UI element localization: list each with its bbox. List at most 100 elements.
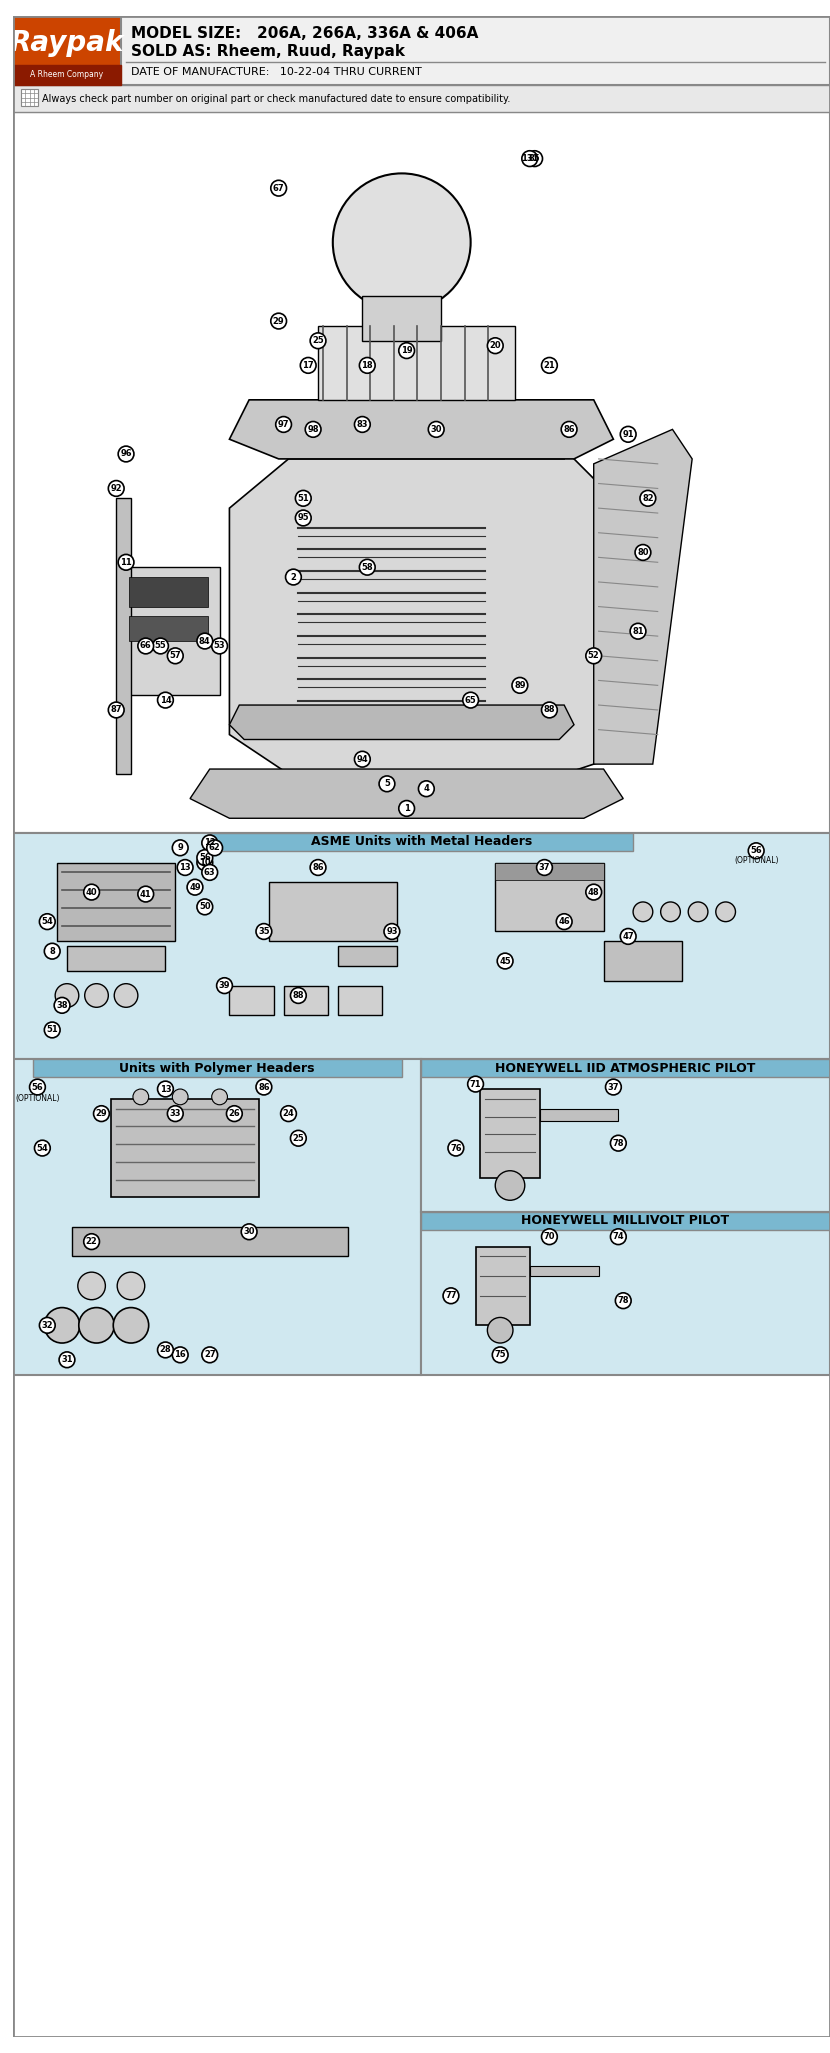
- Circle shape: [300, 357, 316, 374]
- Text: 67: 67: [273, 183, 285, 193]
- Bar: [116, 499, 131, 774]
- Circle shape: [178, 860, 193, 875]
- Text: 30: 30: [243, 1228, 255, 1236]
- Text: 92: 92: [110, 485, 122, 493]
- Text: 97: 97: [278, 421, 290, 429]
- Text: 4: 4: [423, 784, 429, 792]
- Circle shape: [207, 840, 222, 856]
- Circle shape: [212, 1088, 227, 1105]
- Polygon shape: [593, 429, 692, 764]
- Text: 88: 88: [544, 706, 555, 714]
- Text: 93: 93: [386, 928, 398, 936]
- Bar: [318, 326, 515, 400]
- Circle shape: [497, 953, 513, 969]
- Text: 9: 9: [178, 844, 183, 852]
- Text: 75: 75: [495, 1351, 506, 1359]
- Bar: [363, 296, 441, 341]
- Circle shape: [35, 1139, 51, 1156]
- Circle shape: [467, 1076, 483, 1092]
- Circle shape: [138, 638, 154, 653]
- Bar: [496, 862, 603, 881]
- Bar: [12, 834, 830, 1059]
- Polygon shape: [190, 770, 623, 819]
- Text: 26: 26: [228, 1109, 240, 1119]
- Bar: [32, 1059, 402, 1078]
- Text: 21: 21: [544, 361, 555, 370]
- Bar: [121, 16, 830, 84]
- Circle shape: [541, 1230, 557, 1244]
- Circle shape: [153, 638, 168, 653]
- Circle shape: [661, 901, 681, 922]
- Circle shape: [359, 558, 375, 575]
- Text: 78: 78: [613, 1139, 624, 1148]
- Circle shape: [561, 421, 577, 437]
- Text: 27: 27: [204, 1351, 216, 1359]
- Circle shape: [620, 928, 636, 944]
- Text: 38: 38: [56, 1000, 68, 1010]
- Text: 11: 11: [120, 558, 132, 567]
- Text: 25: 25: [312, 337, 324, 345]
- Circle shape: [586, 885, 602, 899]
- Text: 86: 86: [312, 862, 324, 873]
- Bar: [12, 84, 830, 113]
- Text: 55: 55: [154, 641, 166, 651]
- Text: 41: 41: [140, 889, 152, 899]
- Bar: [129, 616, 208, 641]
- Text: 5: 5: [384, 780, 390, 788]
- Text: 17: 17: [302, 361, 314, 370]
- Text: 45: 45: [499, 957, 511, 965]
- Circle shape: [527, 150, 543, 166]
- Text: 25: 25: [292, 1133, 305, 1144]
- Circle shape: [487, 1318, 513, 1343]
- Circle shape: [212, 638, 227, 653]
- Bar: [129, 577, 208, 606]
- Text: 94: 94: [357, 756, 369, 764]
- Bar: [210, 834, 633, 850]
- Circle shape: [354, 751, 370, 768]
- Circle shape: [197, 850, 212, 866]
- Text: 66: 66: [140, 641, 152, 651]
- Circle shape: [359, 357, 375, 374]
- Circle shape: [398, 801, 414, 817]
- Text: 63: 63: [204, 868, 216, 877]
- Text: 8: 8: [49, 946, 55, 957]
- Circle shape: [537, 860, 552, 875]
- Bar: [12, 66, 121, 84]
- Text: 85: 85: [529, 154, 540, 162]
- Text: 37: 37: [608, 1082, 619, 1092]
- Circle shape: [610, 1230, 626, 1244]
- Circle shape: [428, 421, 444, 437]
- Text: 16: 16: [174, 1351, 186, 1359]
- Text: 58: 58: [361, 563, 373, 571]
- Text: 18: 18: [361, 361, 373, 370]
- Circle shape: [271, 314, 286, 328]
- Text: 77: 77: [445, 1291, 457, 1300]
- Circle shape: [158, 1082, 173, 1096]
- Bar: [284, 985, 328, 1014]
- Text: 1: 1: [403, 805, 409, 813]
- Circle shape: [85, 983, 109, 1008]
- Circle shape: [168, 649, 183, 663]
- Text: MODEL SIZE:   206A, 266A, 336A & 406A: MODEL SIZE: 206A, 266A, 336A & 406A: [131, 27, 478, 41]
- Circle shape: [94, 1107, 110, 1121]
- Text: (OPTIONAL): (OPTIONAL): [15, 1094, 60, 1102]
- Text: 96: 96: [120, 450, 132, 458]
- Text: 49: 49: [189, 883, 201, 891]
- Circle shape: [398, 343, 414, 359]
- Text: 28: 28: [159, 1345, 171, 1355]
- Circle shape: [158, 1343, 173, 1357]
- Bar: [481, 1088, 540, 1178]
- Text: 13: 13: [179, 862, 191, 873]
- Polygon shape: [229, 450, 623, 774]
- Bar: [540, 1109, 618, 1121]
- Text: 86: 86: [258, 1082, 270, 1092]
- Text: 82: 82: [642, 495, 654, 503]
- Bar: [12, 16, 121, 84]
- Text: 40: 40: [85, 887, 97, 897]
- Text: 89: 89: [514, 682, 525, 690]
- Bar: [111, 1098, 259, 1197]
- Text: 56: 56: [32, 1082, 43, 1092]
- Text: 76: 76: [450, 1144, 461, 1152]
- Text: 70: 70: [544, 1232, 555, 1242]
- Text: HONEYWELL IID ATMOSPHERIC PILOT: HONEYWELL IID ATMOSPHERIC PILOT: [495, 1061, 755, 1076]
